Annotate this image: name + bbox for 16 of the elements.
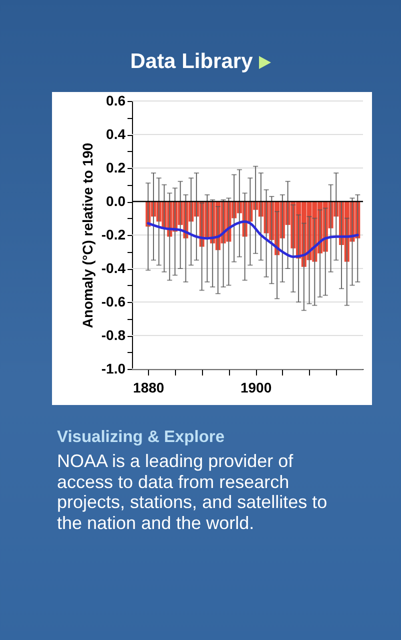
y-tick-label: -0.6 [101,294,126,310]
y-tick-label: -0.8 [101,327,126,343]
line-series [146,220,359,258]
x-tick-label: 1900 [240,380,272,396]
y-tick-label: -0.2 [101,226,126,242]
y-tick-label: 0.0 [106,193,126,209]
y-tick-label: -0.4 [101,260,126,276]
y-tick-label: 0.2 [106,160,126,176]
y-axis-title: Anomaly (°C) relative to 190 [79,142,96,328]
text: NOAA is a leading provider of access to data from research projects, stations, and satellites to the nation and the world. [57,451,328,533]
y-tick-label: 0.6 [106,92,126,108]
chart-title: Data Library [129,50,254,74]
x-tick-label: 1880 [133,380,164,396]
text: Visualizing & Explore [57,428,224,447]
y-tick-label: -1.0 [101,360,126,376]
y-tick-label: 0.4 [106,126,126,142]
